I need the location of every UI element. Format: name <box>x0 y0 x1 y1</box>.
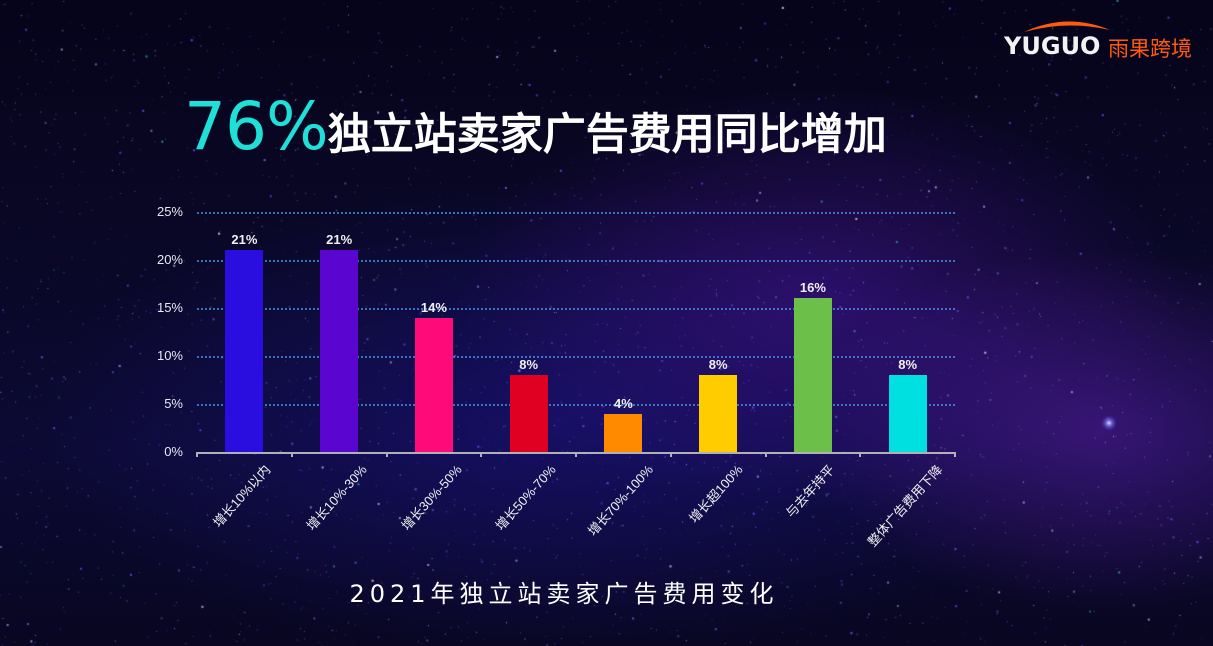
headline-percent: 76% <box>184 88 329 165</box>
x-axis-tick <box>764 452 767 457</box>
bar-value-label: 16% <box>799 280 826 296</box>
y-tick-label: 10% <box>156 348 183 363</box>
bar-value-label: 21% <box>326 232 353 248</box>
headline: 76%独立站卖家广告费用同比增加 <box>184 88 887 165</box>
bar-value-label: 4% <box>613 395 633 411</box>
x-axis-category-label: 增长50%-70% <box>492 462 560 534</box>
bar-1 <box>225 250 264 452</box>
bar-value-label: 21% <box>231 232 258 248</box>
x-axis-tick <box>385 452 388 457</box>
bar-6 <box>699 375 738 452</box>
y-tick-label: 20% <box>156 252 183 267</box>
bar-value-label: 14% <box>420 299 447 315</box>
bar-5 <box>604 413 643 452</box>
chart-title: 2021年独立站卖家广告费用变化 <box>349 580 779 608</box>
x-axis-tick <box>575 452 577 457</box>
x-axis-category-label: 整体广告费用下降 <box>864 462 946 550</box>
x-axis-category-label: 增长10%-30% <box>303 462 370 534</box>
bar-value-label: 8% <box>898 357 918 373</box>
bar-value-label: 8% <box>519 357 539 373</box>
x-axis-category-label: 增长70%-100% <box>585 462 657 539</box>
x-axis-category-label: 与去年持平 <box>782 462 838 521</box>
bar-7 <box>793 298 832 452</box>
y-tick-label: 0% <box>164 444 183 459</box>
x-axis-category-label: 增长10%以内 <box>210 462 274 531</box>
bar-4 <box>509 375 548 452</box>
bar-value-label: 8% <box>708 357 728 373</box>
x-axis-tick <box>669 452 672 457</box>
bar-3 <box>414 317 453 452</box>
logo-cn-text: 雨果跨境 <box>1108 37 1192 61</box>
gridline <box>197 308 955 310</box>
x-axis-category-label: 增长30%-50% <box>398 462 465 534</box>
gridline <box>197 260 955 262</box>
x-axis-tick <box>196 452 198 457</box>
x-axis-tick <box>859 452 862 457</box>
bar-2 <box>320 250 359 452</box>
bar-8 <box>888 375 927 452</box>
y-tick-label: 25% <box>156 204 183 219</box>
logo-arc-icon <box>1024 21 1110 32</box>
x-axis-tick <box>290 452 293 457</box>
y-tick-label: 5% <box>164 396 183 411</box>
x-axis-tick <box>954 452 956 457</box>
headline-text: 独立站卖家广告费用同比增加 <box>327 110 887 160</box>
gridline <box>197 404 955 406</box>
y-tick-label: 15% <box>156 300 183 315</box>
gridline <box>197 356 955 358</box>
x-axis-tick <box>480 452 483 457</box>
yuguo-logo: YUGUO 雨果跨境 <box>1004 18 1196 62</box>
x-axis-category-label: 增长超100% <box>685 462 746 526</box>
gridline <box>197 212 955 214</box>
logo-text: YUGUO <box>1004 32 1101 60</box>
